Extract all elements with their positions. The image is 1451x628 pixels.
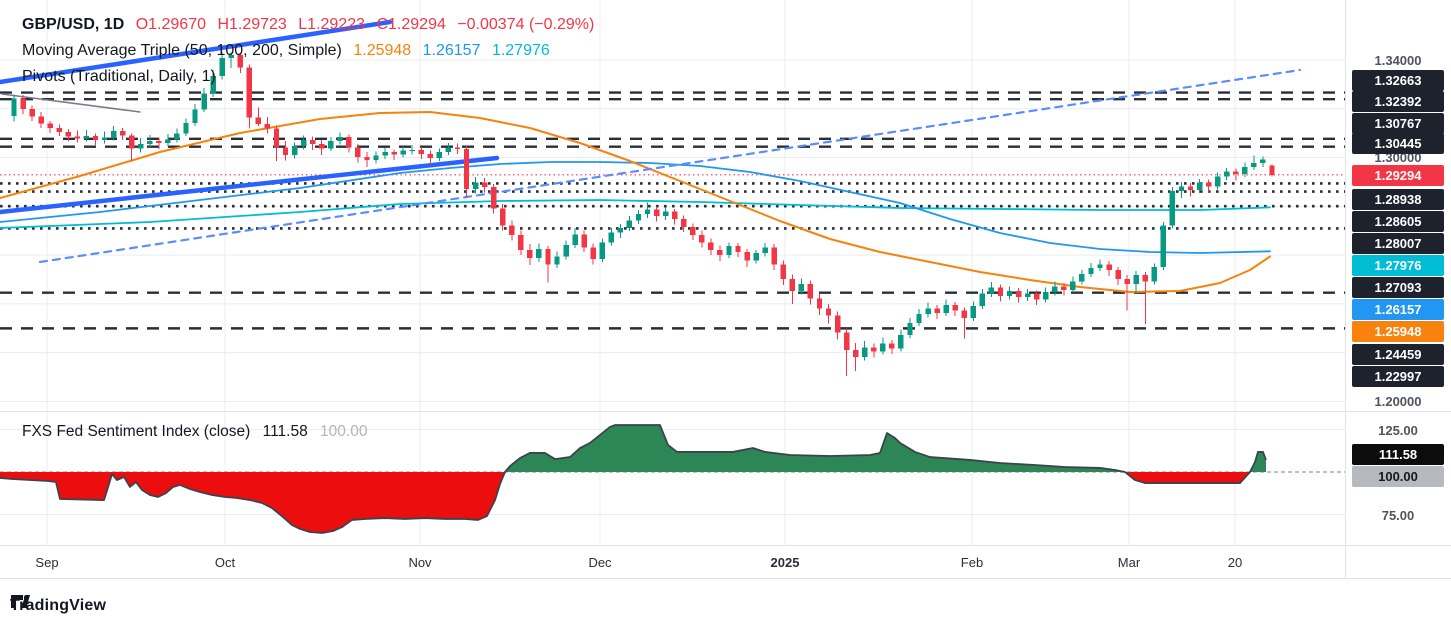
indicator-title: FXS Fed Sentiment Index (close): [22, 423, 251, 440]
price-axis-label: 1.32392: [1352, 90, 1444, 112]
tradingview-wordmark: TradingView: [10, 597, 107, 614]
sma50-value: 1.25948: [353, 42, 412, 59]
time-axis-label: 2025: [770, 555, 800, 570]
legend-pivots-row[interactable]: Pivots (Traditional, Daily, 1): [22, 64, 601, 90]
time-axis-border: [0, 545, 1451, 546]
sentiment-line: [0, 424, 1267, 534]
ohlc-high: H1.29723: [217, 16, 287, 33]
pivots-indicator-title: Pivots (Traditional, Daily, 1): [22, 68, 216, 85]
indicator-axis-label: 75.00: [1381, 507, 1415, 523]
price-axis-label: 1.29294: [1352, 164, 1444, 186]
sma200-value: 1.27976: [491, 42, 550, 59]
sentiment-area-negative: [0, 472, 1266, 534]
price-axis-label: 1.28007: [1352, 232, 1444, 254]
time-axis-label: Nov: [408, 555, 432, 570]
time-axis-label: Sep: [35, 555, 59, 570]
sma100-value: 1.26157: [422, 42, 481, 59]
indicator-axis-label: 125.00: [1378, 422, 1418, 438]
legend-ma-row[interactable]: Moving Average Triple (50, 100, 200, Sim…: [22, 38, 601, 64]
legend-symbol-row[interactable]: GBP/USD, 1D O1.29670 H1.29723 L1.29223 C…: [22, 12, 601, 38]
ohlc-change: −0.00374 (−0.29%): [457, 16, 595, 33]
ohlc-open: O1.29670: [135, 16, 206, 33]
price-axis-label: 1.22997: [1352, 365, 1444, 387]
chart-canvas[interactable]: [0, 0, 1345, 578]
symbol-title: GBP/USD, 1D: [22, 16, 125, 33]
indicator-axis[interactable]: 125.00 111.58 100.00 75.00: [1345, 0, 1451, 578]
sentiment-area-positive: [0, 425, 1266, 472]
price-axis-label: 1.26157: [1352, 298, 1444, 320]
time-axis-label: 20: [1227, 555, 1243, 570]
price-axis-label: 1.30767: [1352, 112, 1444, 134]
indicator-baseline-value: 100.00: [320, 423, 368, 440]
price-axis-label: 1.20000: [1374, 393, 1422, 409]
indicator-axis-label: 111.58: [1352, 443, 1444, 465]
tradingview-logo[interactable]: TradingView: [10, 594, 106, 618]
candles: [11, 51, 1275, 376]
price-axis-label: 1.34000: [1374, 52, 1422, 68]
price-axis-label: 1.28938: [1352, 188, 1444, 210]
pane-resize-handle[interactable]: [0, 411, 1451, 412]
ohlc-close: C1.29294: [376, 16, 446, 33]
indicator-value: 111.58: [262, 423, 308, 440]
ohlc-low: L1.29223: [298, 16, 366, 33]
price-axis-border: [1345, 0, 1346, 578]
price-axis[interactable]: 1.34000 1.32663 1.32392 1.30767 1.30445 1.300…: [1345, 0, 1451, 578]
time-axis-label: Feb: [960, 555, 984, 570]
time-axis[interactable]: Sep Oct Nov Dec 2025 Feb Mar 20: [0, 545, 1345, 578]
ma-indicator-title: Moving Average Triple (50, 100, 200, Sim…: [22, 42, 342, 59]
price-axis-label: 1.24459: [1352, 343, 1444, 365]
time-axis-label: Mar: [1117, 555, 1141, 570]
price-axis-label: 1.32663: [1352, 69, 1444, 91]
tradingview-logo-icon: [11, 594, 30, 608]
price-axis-label: 1.25948: [1352, 320, 1444, 342]
indicator-axis-label: 100.00: [1352, 465, 1444, 487]
time-axis-label: Dec: [588, 555, 612, 570]
time-axis-label: Oct: [214, 555, 236, 570]
price-axis-label: 1.27976: [1352, 254, 1444, 276]
indicator-legend[interactable]: FXS Fed Sentiment Index (close) 111.58 1…: [22, 423, 375, 441]
price-axis-label: 1.30445: [1352, 132, 1444, 154]
price-axis-label: 1.27093: [1352, 276, 1444, 298]
price-axis-label: 1.28605: [1352, 210, 1444, 232]
bottom-border: [0, 578, 1451, 579]
legend: GBP/USD, 1D O1.29670 H1.29723 L1.29223 C…: [22, 12, 601, 90]
